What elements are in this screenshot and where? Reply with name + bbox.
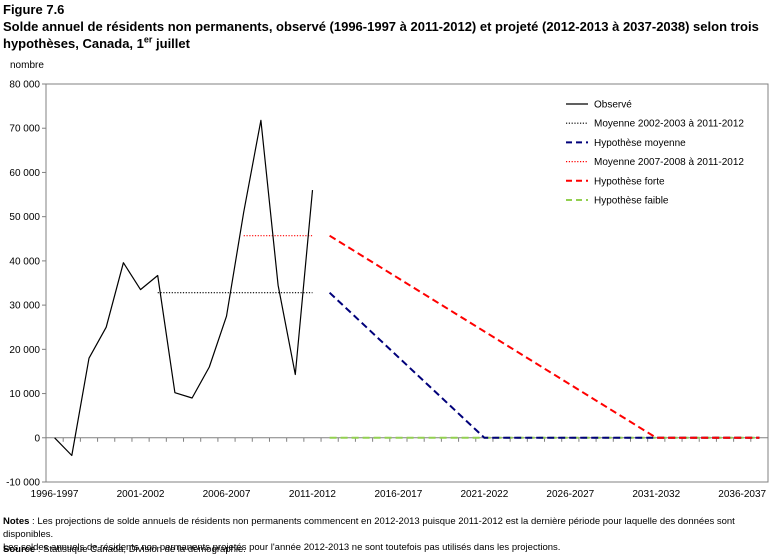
x-tick-label: 2011-2012 [289,489,337,500]
series-line-2 [328,291,760,439]
legend-label-3: Moyenne 2007-2008 à 2011-2012 [594,157,744,168]
chart-title-main: Solde annuel de résidents non permanents… [3,19,759,51]
y-axis-label: nombre [10,60,44,71]
x-tick-label: 2021-2022 [460,489,508,500]
notes-label: Notes [3,516,30,527]
legend-label-1: Moyenne 2002-2003 à 2011-2012 [594,119,744,130]
series-line-0 [54,119,314,457]
notes-text-2: Les soldes annuels de résidents non perm… [3,542,561,553]
source: Source : Statistique Canada, Division de… [3,544,246,555]
source-text: : Statistique Canada, Division de la dém… [35,544,246,555]
y-tick-label: 20 000 [9,345,40,356]
x-tick-label: 1996-1997 [31,489,79,500]
legend-label-0: Observé [594,100,632,111]
series-line-4 [329,234,760,439]
x-tick-label: 2031-2032 [632,489,680,500]
y-tick-label: 40 000 [9,256,40,267]
chart-title: Solde annuel de résidents non permanents… [3,18,769,52]
y-tick-label: 70 000 [9,124,40,135]
chart-title-end: juillet [152,36,190,51]
x-tick-label: 2016-2017 [374,489,422,500]
x-tick-label: 2001-2002 [117,489,165,500]
x-tick-label: 2006-2007 [203,489,251,500]
x-tick-label: 2026-2027 [546,489,594,500]
y-tick-label: 60 000 [9,168,40,179]
figure-label: Figure 7.6 [3,2,65,17]
legend-label-4: Hypothèse forte [594,176,665,187]
x-tick-label: 2036-2037 [718,489,766,500]
source-label: Source [3,544,36,555]
y-tick-label: 10 000 [9,389,40,400]
legend-label-5: Hypothèse faible [594,196,669,207]
y-tick-label: 50 000 [9,212,40,223]
notes: Notes : Les projections de solde annuels… [3,515,769,554]
notes-text: : Les projections de solde annuels de ré… [3,516,735,540]
y-tick-label: 80 000 [9,80,40,91]
line-chart: nombre -10 000 0 10 000 20 000 30 000 40 000 50… [6,60,769,500]
y-tick-label: 30 000 [9,301,40,312]
y-tick-label: 0 [34,433,40,444]
y-tick-label: -10 000 [6,478,40,489]
legend-label-2: Hypothèse moyenne [594,138,686,149]
chart-title-sup: er [143,34,153,45]
